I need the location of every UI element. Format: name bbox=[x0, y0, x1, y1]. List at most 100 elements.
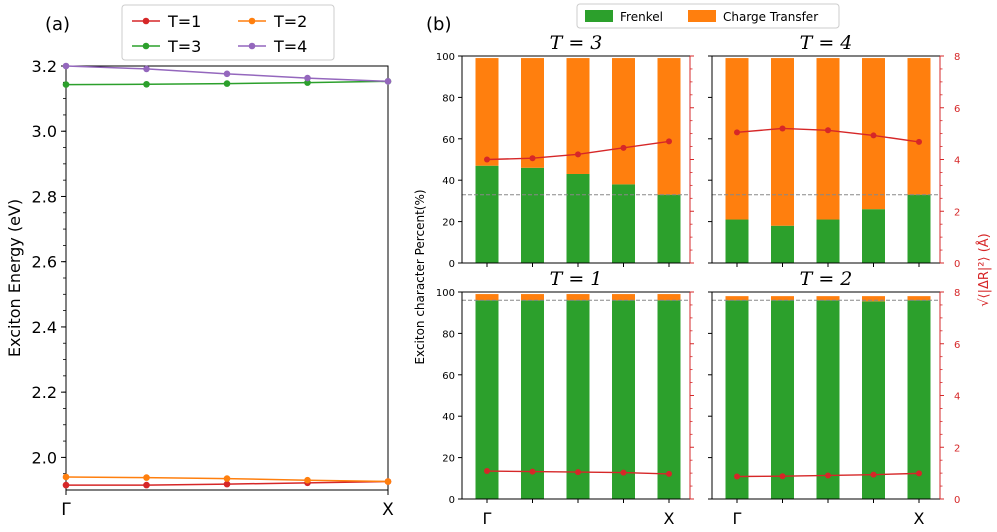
frenkel-bar bbox=[612, 300, 635, 499]
legend-label: T=1 bbox=[167, 12, 201, 31]
panel-a-line-chart: 2.0 2.2 2.4 2.6 2.8 3.0 3.2 Γ X Exciton Energy (e… bbox=[5, 4, 394, 520]
x-tick-label: X bbox=[914, 509, 925, 528]
data-point bbox=[143, 474, 150, 481]
frenkel-bar bbox=[566, 173, 590, 263]
x-tick-label: Γ bbox=[733, 509, 742, 528]
y-tick-label: 20 bbox=[442, 218, 455, 229]
subplot: 0 2 4 6 8 T = 4 bbox=[708, 32, 960, 270]
y2-tick-label: 2 bbox=[954, 207, 960, 218]
frenkel-bar bbox=[907, 300, 931, 499]
y-tick-label: 100 bbox=[436, 52, 455, 63]
charge-transfer-bar bbox=[816, 58, 840, 220]
frenkel-bar bbox=[612, 184, 635, 263]
y2-tick-label: 8 bbox=[954, 52, 960, 63]
frenkel-bar bbox=[816, 300, 840, 499]
legend-swatch bbox=[688, 10, 716, 22]
x-tick-label: X bbox=[382, 500, 394, 520]
data-point bbox=[223, 480, 231, 488]
y-tick-label: 3.2 bbox=[32, 57, 57, 76]
charge-transfer-bar bbox=[612, 294, 635, 301]
frenkel-bar bbox=[771, 300, 794, 499]
charge-transfer-bar bbox=[475, 58, 499, 166]
x-tick-label: Γ bbox=[61, 500, 71, 520]
radius-point bbox=[484, 468, 490, 475]
y-tick-label: 60 bbox=[442, 135, 455, 146]
radius-point bbox=[779, 473, 786, 480]
legend-label: Frenkel bbox=[620, 10, 663, 24]
y-tick-label: 40 bbox=[442, 412, 455, 423]
radius-point bbox=[620, 144, 627, 151]
radius-point bbox=[666, 138, 672, 145]
y-tick-label: 0 bbox=[449, 259, 455, 270]
charge-transfer-bar bbox=[521, 58, 544, 168]
radius-point bbox=[575, 469, 581, 476]
frenkel-bar bbox=[657, 300, 681, 499]
radius-point bbox=[484, 156, 490, 163]
radius-point bbox=[575, 151, 581, 158]
charge-transfer-bar bbox=[521, 294, 544, 301]
y-tick-label: 60 bbox=[442, 371, 455, 382]
frenkel-bar bbox=[566, 300, 590, 499]
legend: Frenkel Charge Transfer bbox=[576, 3, 840, 29]
y-tick-label: 40 bbox=[442, 176, 455, 187]
frenkel-bar bbox=[862, 209, 885, 263]
data-point bbox=[223, 475, 231, 482]
frenkel-bar bbox=[657, 194, 681, 263]
y2-tick-label: 4 bbox=[954, 156, 960, 167]
y2-tick-label: 0 bbox=[954, 495, 960, 506]
frenkel-bar bbox=[725, 300, 749, 499]
y-tick-label: 80 bbox=[442, 93, 455, 104]
legend-marker bbox=[142, 42, 150, 50]
subplot-title: T = 4 bbox=[800, 32, 853, 54]
legend-frame bbox=[121, 4, 335, 61]
radius-point bbox=[734, 129, 740, 136]
data-point bbox=[304, 79, 311, 86]
y-tick-label: 0 bbox=[449, 495, 455, 506]
data-point bbox=[62, 473, 70, 481]
y-tick-label: 100 bbox=[436, 288, 455, 299]
subplot-title: T = 3 bbox=[550, 32, 603, 54]
legend-marker bbox=[248, 42, 256, 50]
radius-point bbox=[870, 132, 877, 139]
radius-point bbox=[916, 470, 922, 477]
frenkel-bar bbox=[907, 194, 931, 263]
y2-tick-label: 6 bbox=[954, 340, 960, 351]
charge-transfer-bar bbox=[771, 58, 794, 226]
y2-tick-label: 6 bbox=[954, 104, 960, 115]
data-point bbox=[223, 70, 231, 78]
legend-label: Charge Transfer bbox=[723, 10, 818, 24]
radius-point bbox=[529, 155, 536, 162]
subplot-title: T = 2 bbox=[800, 268, 853, 290]
radius-point bbox=[734, 473, 740, 480]
charge-transfer-bar bbox=[907, 296, 931, 301]
frenkel-bar bbox=[725, 219, 749, 263]
data-point bbox=[62, 81, 70, 88]
y-tick-label: 80 bbox=[442, 329, 455, 340]
legend-label: T=2 bbox=[273, 12, 307, 31]
radius-point bbox=[825, 472, 831, 479]
data-point bbox=[384, 78, 392, 85]
radius-point bbox=[916, 138, 922, 145]
y-tick-label: 2.0 bbox=[32, 448, 57, 467]
radius-point bbox=[779, 125, 786, 132]
charge-transfer-bar bbox=[566, 58, 590, 174]
subplot: 0 20 40 60 80 100 T = 3 bbox=[436, 32, 694, 270]
charge-transfer-bar bbox=[771, 296, 794, 301]
panel-b-label: (b) bbox=[426, 14, 451, 35]
data-point bbox=[304, 476, 311, 484]
subplot-title: T = 1 bbox=[550, 268, 603, 290]
y2-tick-label: 0 bbox=[954, 259, 960, 270]
x-tick-label: Γ bbox=[483, 509, 492, 528]
data-point bbox=[143, 80, 150, 88]
legend-label: T=4 bbox=[273, 37, 307, 56]
charge-transfer-bar bbox=[566, 294, 590, 301]
y-tick-label: 2.2 bbox=[32, 383, 57, 402]
charge-transfer-bar bbox=[725, 58, 749, 220]
charge-transfer-bar bbox=[862, 296, 885, 302]
data-point bbox=[143, 65, 150, 73]
data-point bbox=[62, 62, 70, 70]
y2-tick-label: 2 bbox=[954, 443, 960, 454]
panel-a-label: (a) bbox=[45, 14, 70, 35]
charge-transfer-bar bbox=[657, 58, 681, 195]
